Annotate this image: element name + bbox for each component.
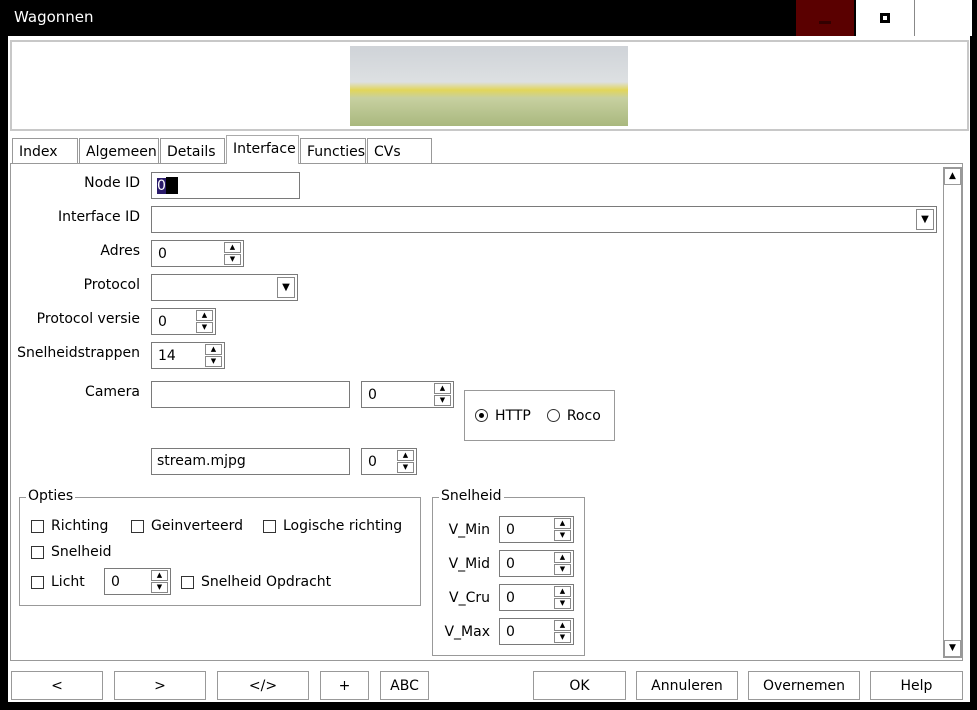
apply-button[interactable]: Overnemen (748, 671, 860, 700)
tab-functies[interactable]: Functies (300, 138, 366, 164)
spin-down-icon[interactable]: ▼ (151, 582, 168, 593)
interface-id-label: Interface ID (57, 209, 140, 225)
tab-details[interactable]: Details (160, 138, 225, 164)
spin-down-icon[interactable]: ▼ (397, 462, 414, 473)
window-title: Wagonnen (14, 8, 94, 26)
radio-roco[interactable]: Roco (546, 408, 601, 424)
protocol-label: Protocol (83, 277, 140, 293)
spin-down-icon[interactable]: ▼ (554, 598, 571, 609)
chevron-down-icon: ▼ (277, 277, 295, 298)
camera-host-input[interactable] (151, 381, 350, 408)
tab-index[interactable]: Index (12, 138, 78, 164)
v-min-label: V_Min (448, 522, 490, 538)
stream-port-stepper[interactable]: 0 ▲ ▼ (361, 448, 417, 475)
help-button[interactable]: Help (870, 671, 963, 700)
add-button[interactable]: + (320, 671, 369, 700)
spin-down-icon[interactable]: ▼ (554, 564, 571, 575)
v-cru-label: V_Cru (449, 590, 490, 606)
geinverteerd-checkbox[interactable]: Geinverteerd (131, 518, 243, 534)
snelheid-group: Snelheid (432, 488, 585, 656)
protocol-select[interactable]: ▼ (151, 274, 298, 301)
abc-button[interactable]: ABC (380, 671, 429, 700)
spin-up-icon[interactable]: ▲ (554, 620, 571, 631)
spin-down-icon[interactable]: ▼ (205, 356, 222, 367)
cancel-button[interactable]: Annuleren (636, 671, 738, 700)
tab-cvs[interactable]: CVs (367, 138, 432, 164)
radio-http[interactable]: HTTP (475, 408, 531, 424)
spin-down-icon[interactable]: ▼ (224, 254, 241, 265)
camera-stream-input[interactable]: stream.mjpg (151, 448, 350, 475)
logische-richting-checkbox[interactable]: Logische richting (263, 518, 402, 534)
spin-up-icon[interactable]: ▲ (554, 552, 571, 563)
licht-checkbox[interactable]: Licht (31, 574, 85, 590)
vertical-scrollbar[interactable]: ▲ ▼ (943, 167, 962, 658)
spin-up-icon[interactable]: ▲ (554, 586, 571, 597)
minimize-button[interactable] (796, 0, 854, 36)
adres-stepper[interactable]: 0 ▲ ▼ (151, 240, 244, 267)
spin-up-icon[interactable]: ▲ (554, 518, 571, 529)
protocol-versie-label: Protocol versie (36, 311, 140, 327)
tab-algemeen[interactable]: Algemeen (79, 138, 159, 164)
tab-interface[interactable]: Interface (226, 135, 299, 164)
interface-id-select[interactable]: ▼ (151, 206, 937, 233)
v-cru-stepper[interactable]: 0 ▲ ▼ (499, 584, 574, 611)
v-mid-stepper[interactable]: 0 ▲ ▼ (499, 550, 574, 577)
snelheid-checkbox[interactable]: Snelheid (31, 544, 112, 560)
chevron-down-icon: ▼ (916, 209, 934, 230)
scroll-down-icon[interactable]: ▼ (944, 640, 961, 657)
v-max-stepper[interactable]: 0 ▲ ▼ (499, 618, 574, 645)
snelheid-opdracht-checkbox[interactable]: Snelheid Opdracht (181, 574, 331, 590)
spin-up-icon[interactable]: ▲ (151, 570, 168, 581)
previous-button[interactable]: < (11, 671, 103, 700)
ok-button[interactable]: OK (533, 671, 626, 700)
spin-down-icon[interactable]: ▼ (554, 530, 571, 541)
spin-up-icon[interactable]: ▲ (434, 383, 451, 394)
richting-checkbox[interactable]: Richting (31, 518, 108, 534)
scroll-up-icon[interactable]: ▲ (944, 168, 961, 185)
spin-up-icon[interactable]: ▲ (224, 242, 241, 253)
node-id-label: Node ID (84, 175, 140, 191)
licht-stepper[interactable]: 0 ▲ ▼ (104, 568, 171, 595)
camera-mode-group: HTTP Roco (464, 390, 615, 441)
camera-label: Camera (85, 384, 140, 400)
camera-port-stepper[interactable]: 0 ▲ ▼ (361, 381, 454, 408)
protocol-versie-stepper[interactable]: 0 ▲ ▼ (151, 308, 216, 335)
spin-up-icon[interactable]: ▲ (397, 450, 414, 461)
spin-down-icon[interactable]: ▼ (196, 322, 213, 333)
node-id-input[interactable]: 0 (151, 172, 300, 199)
spin-down-icon[interactable]: ▼ (554, 632, 571, 643)
spin-up-icon[interactable]: ▲ (196, 310, 213, 321)
code-button[interactable]: </> (217, 671, 309, 700)
spin-up-icon[interactable]: ▲ (205, 344, 222, 355)
minimize-icon (819, 20, 831, 24)
spin-down-icon[interactable]: ▼ (434, 395, 451, 406)
maximize-icon (880, 13, 890, 23)
close-button[interactable]: X (914, 0, 972, 36)
snelheidstrappen-label: Snelheidstrappen (17, 345, 140, 361)
adres-label: Adres (100, 243, 140, 259)
v-max-label: V_Max (444, 624, 490, 640)
next-button[interactable]: > (114, 671, 206, 700)
title-bar: Wagonnen X (0, 0, 977, 36)
maximize-button[interactable] (856, 0, 914, 36)
v-min-stepper[interactable]: 0 ▲ ▼ (499, 516, 574, 543)
snelheidstrappen-stepper[interactable]: 14 ▲ ▼ (151, 342, 225, 369)
opties-group: Opties (19, 488, 421, 606)
v-mid-label: V_Mid (448, 556, 490, 572)
banner-image (350, 46, 628, 126)
